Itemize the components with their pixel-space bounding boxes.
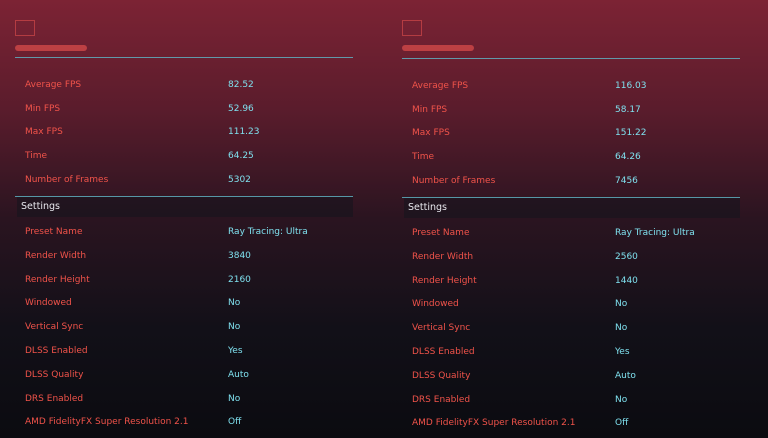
setting-value: Ray Tracing: Ultra: [228, 227, 308, 237]
setting-label: Vertical Sync: [412, 323, 471, 334]
setting-value: No: [615, 299, 628, 310]
stat-label: Time: [412, 152, 435, 162]
setting-value: 2560: [615, 251, 638, 262]
setting-label: Render Height: [412, 275, 477, 286]
stat-label: Time: [25, 151, 48, 161]
stat-value: 5302: [228, 175, 251, 185]
logo: [15, 20, 35, 36]
tag: [402, 45, 474, 51]
divider: [402, 197, 740, 198]
stat-label: Min FPS: [25, 104, 61, 114]
stat-value: 7456: [615, 176, 638, 186]
setting-label: Render Width: [412, 251, 474, 262]
setting-label: DLSS Enabled: [412, 347, 475, 357]
stat-label: Max FPS: [25, 127, 63, 137]
stat-label: Min FPS: [412, 105, 448, 115]
setting-value: 2160: [228, 274, 251, 285]
stat-value: 116.03: [615, 81, 647, 91]
setting-value: 1440: [615, 275, 638, 286]
setting-value: Auto: [615, 370, 636, 381]
stat-label: Number of Frames: [412, 176, 496, 186]
stat-value: 52.96: [228, 104, 254, 114]
setting-label: Preset Name: [412, 228, 470, 238]
setting-value: Ray Tracing: Ultra: [615, 228, 695, 238]
divider: [15, 57, 353, 58]
setting-value: Off: [228, 417, 242, 428]
divider: [15, 196, 353, 197]
setting-value: No: [228, 298, 241, 309]
setting-label: AMD FidelityFX Super Resolution 2.1: [412, 418, 576, 429]
setting-label: DRS Enabled: [25, 393, 84, 404]
setting-label: Windowed: [412, 299, 459, 310]
stat-label: Average FPS: [412, 81, 469, 91]
stat-value: 64.26: [615, 152, 641, 162]
stat-value: 58.17: [615, 105, 641, 115]
setting-value: No: [228, 322, 241, 333]
settings-header: Settings: [17, 197, 353, 217]
divider: [402, 58, 740, 59]
stat-label: Average FPS: [25, 80, 82, 90]
stat-label: Number of Frames: [25, 175, 109, 185]
setting-label: Render Width: [25, 250, 87, 261]
setting-label: DRS Enabled: [412, 394, 471, 405]
setting-label: DLSS Quality: [412, 370, 471, 381]
results-panel: Average FPS 116.03 Min FPS 58.17 Max FPS 151.…: [402, 0, 768, 438]
setting-label: Render Height: [25, 274, 90, 285]
setting-value: 3840: [228, 250, 251, 261]
setting-value: Off: [615, 418, 629, 429]
setting-label: AMD FidelityFX Super Resolution 2.1: [25, 417, 189, 428]
tag: [15, 45, 87, 51]
setting-label: DLSS Quality: [25, 369, 84, 380]
setting-value: No: [228, 393, 241, 404]
stat-value: 151.22: [615, 128, 647, 138]
setting-value: Yes: [228, 346, 243, 356]
setting-value: No: [615, 323, 628, 334]
stat-value: 82.52: [228, 80, 254, 90]
setting-label: DLSS Enabled: [25, 346, 88, 356]
stat-label: Max FPS: [412, 128, 450, 138]
setting-label: Preset Name: [25, 227, 83, 237]
setting-label: Vertical Sync: [25, 322, 84, 333]
setting-value: Auto: [228, 369, 249, 380]
stat-value: 111.23: [228, 127, 260, 137]
setting-label: Windowed: [25, 298, 72, 309]
stat-value: 64.25: [228, 151, 254, 161]
settings-header: Settings: [404, 198, 740, 218]
results-panel: Average FPS 82.52 Min FPS 52.96 Max FPS 111.2…: [15, 0, 385, 438]
setting-value: No: [615, 394, 628, 405]
setting-value: Yes: [615, 347, 630, 357]
logo: [402, 20, 422, 36]
